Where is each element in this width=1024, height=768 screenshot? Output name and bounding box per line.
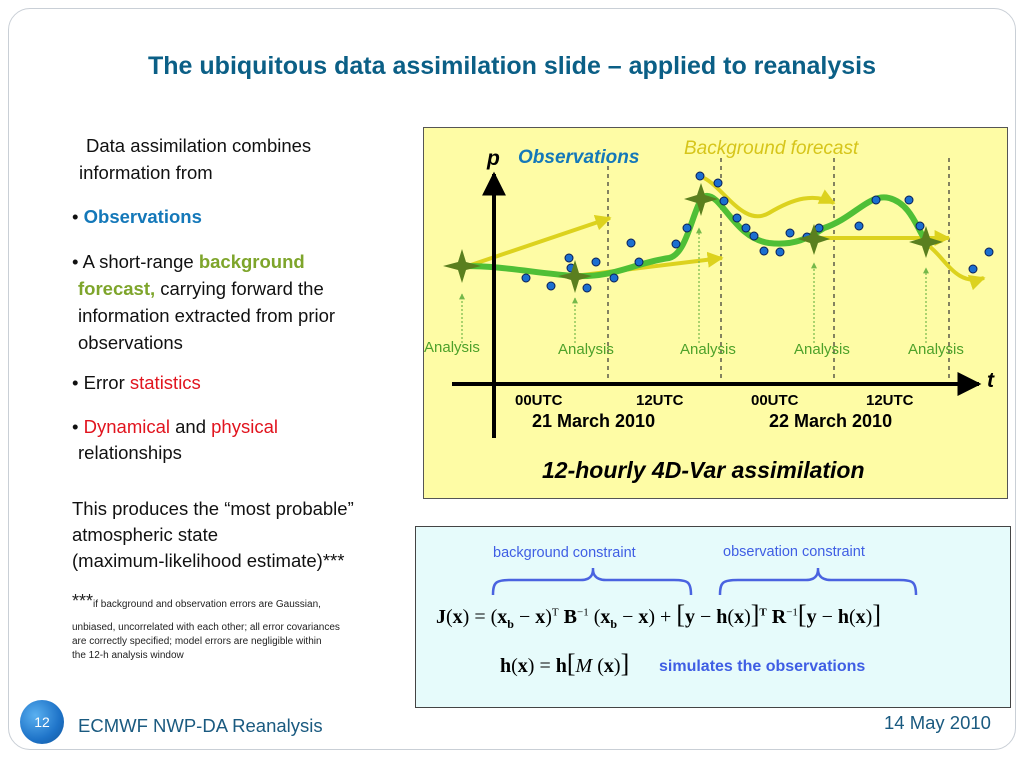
bullet-dynamical-line-2: relationships — [78, 442, 182, 463]
date-21-march: 21 March 2010 — [532, 411, 656, 431]
cost-function-equation: J(x) = (xb − x)T B−1 (xb − x) + [y − h(x… — [436, 600, 882, 631]
footer-date: 14 May 2010 — [884, 712, 991, 733]
observation-points — [521, 171, 994, 293]
bullet-observations: • Observations — [72, 206, 202, 227]
intro-line-1: Data assimilation combines — [86, 135, 312, 156]
bullet-background-line-3: information extracted from prior — [78, 305, 336, 326]
footnote-text-1: if background and observation errors are… — [93, 599, 321, 610]
footnote-line-3: are correctly specified; model errors ar… — [72, 636, 322, 647]
page-number-badge: 12 — [20, 700, 64, 744]
cost-function-box: background constraint observation constr… — [415, 526, 1011, 708]
bullet-dynamical-line-1: • Dynamical and physical — [72, 416, 278, 437]
observation-constraint-label: observation constraint — [723, 544, 865, 560]
footnote-line-1: ***if background and observation errors … — [72, 591, 321, 612]
background-forecast-arrows — [461, 176, 986, 291]
produces-line-3: (maximum-likelihood estimate)*** — [72, 550, 345, 571]
bullet-background-rest: carrying forward the — [155, 278, 324, 299]
p-axis-label: p — [487, 147, 500, 170]
slide-frame — [8, 8, 1016, 750]
intro-line-2: information from — [79, 162, 213, 183]
bullet-background-pre: A short-range — [82, 251, 199, 272]
tick-00utc-1: 00UTC — [515, 392, 563, 409]
tick-12utc-2: 12UTC — [866, 392, 914, 409]
footer-left: ECMWF NWP-DA Reanalysis — [78, 715, 323, 736]
footnote-stars: *** — [72, 591, 94, 611]
bullet-background-highlight: background — [198, 251, 305, 272]
simulates-observations-label: simulates the observations — [659, 658, 866, 675]
bullet-background-line-4: observations — [78, 332, 183, 353]
bullet-dynamical-mid: and — [169, 416, 212, 437]
bullet-background-line-1: • A short-range background — [72, 251, 305, 272]
analysis-label-4: Analysis — [794, 341, 850, 358]
footnote-line-4: the 12-h analysis window — [72, 650, 184, 661]
produces-line-1: This produces the “most probable” — [72, 498, 354, 519]
diagram-caption: 12-hourly 4D-Var assimilation — [542, 457, 865, 483]
analysis-markers — [443, 183, 943, 293]
bullet-forecast-highlight: forecast, — [78, 278, 156, 299]
observations-legend: Observations — [518, 147, 640, 168]
analysis-label-1: Analysis — [424, 339, 480, 356]
produces-line-2: atmospheric state — [72, 524, 219, 545]
slide-title: The ubiquitous data assimilation slide –… — [148, 52, 876, 80]
bullet-observations-text: Observations — [83, 206, 202, 227]
assimilation-diagram-svg — [443, 158, 994, 438]
bullet-physical-highlight: physical — [211, 416, 278, 437]
diagram-axes — [452, 171, 982, 438]
analysis-label-5: Analysis — [908, 341, 964, 358]
assimilation-diagram: p t Observations Background forecast Ana… — [423, 127, 1008, 499]
footnote-line-2: unbiased, uncorrelated with each other; … — [72, 622, 340, 633]
analysis-label-2: Analysis — [558, 341, 614, 358]
bullet-error-statistics: • Error statistics — [72, 372, 201, 393]
time-dashed-lines — [607, 158, 950, 380]
background-constraint-label: background constraint — [493, 545, 636, 561]
bullet-dynamical-highlight: Dynamical — [83, 416, 170, 437]
observation-operator-equation: h(x) = h[M (x)] — [500, 649, 630, 678]
bullet-background-line-2: forecast, carrying forward the — [78, 276, 324, 303]
constraint-braces — [491, 567, 918, 596]
t-axis-label: t — [987, 369, 994, 392]
tick-12utc-1: 12UTC — [636, 392, 684, 409]
tick-00utc-2: 00UTC — [751, 392, 799, 409]
bullet-statistics-highlight: statistics — [129, 372, 201, 393]
analysis-dotted-lines — [459, 227, 929, 343]
background-forecast-legend: Background forecast — [684, 138, 859, 159]
bullet-error-pre: Error — [83, 372, 130, 393]
analysis-label-3: Analysis — [680, 341, 736, 358]
date-22-march: 22 March 2010 — [769, 411, 893, 431]
